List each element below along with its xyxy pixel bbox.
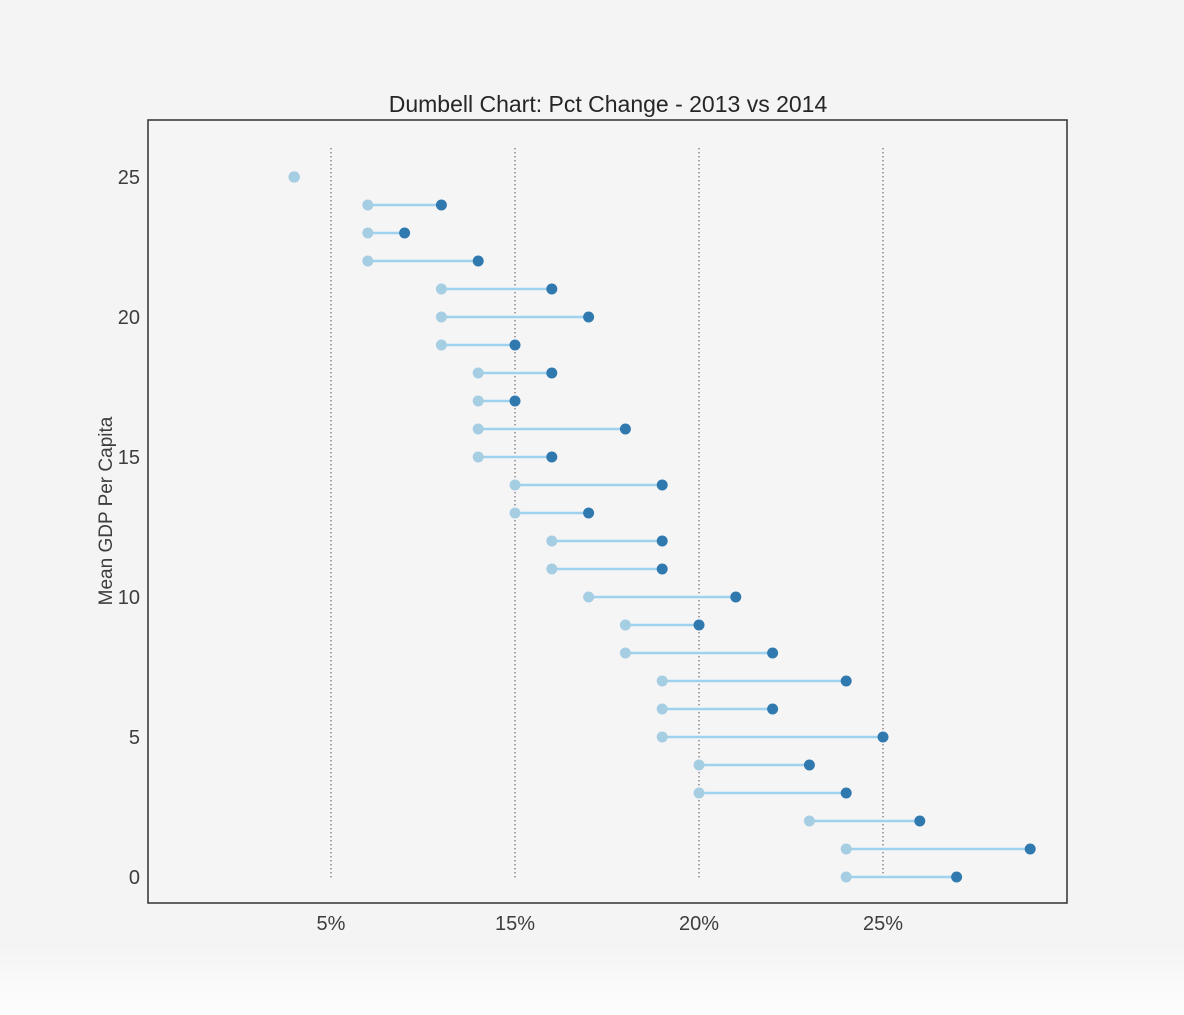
dot-2013 [693, 759, 705, 771]
dumbbell-rows [288, 171, 1036, 883]
dot-2014 [583, 311, 595, 323]
y-tick-label: 15 [118, 447, 140, 469]
dumbbell-row [509, 479, 668, 491]
chart-title: Dumbell Chart: Pct Change - 2013 vs 2014 [389, 91, 828, 117]
dumbbell-row [472, 451, 558, 463]
dot-2014 [840, 787, 852, 799]
dot-2014 [656, 535, 668, 547]
dumbbell-row [656, 675, 852, 687]
dot-2014 [435, 199, 447, 211]
dot-2014 [546, 283, 558, 295]
dot-2013 [656, 703, 668, 715]
x-axis-tick-labels: 5% 15% 20% 25% [317, 913, 904, 935]
dumbbell-row [656, 731, 889, 743]
dot-2014 [656, 563, 668, 575]
x-tick-label: 20% [679, 913, 719, 935]
dot-2013 [472, 423, 484, 435]
dot-2014 [767, 647, 779, 659]
dot-2013 [362, 227, 374, 239]
dumbbell-row [693, 759, 815, 771]
x-tick-label: 5% [317, 913, 346, 935]
dot-2014 [472, 255, 484, 267]
dot-2014 [399, 227, 411, 239]
dot-2013 [803, 815, 815, 827]
dot-2013 [840, 843, 852, 855]
x-tick-label: 15% [495, 913, 535, 935]
dumbbell-row [546, 563, 668, 575]
y-tick-label: 10 [118, 587, 140, 609]
dot-2014 [693, 619, 705, 631]
dot-2013 [840, 871, 852, 883]
dot-2014 [840, 675, 852, 687]
dot-2013 [288, 171, 300, 183]
dumbbell-row [546, 535, 668, 547]
dumbbell-row [840, 871, 963, 883]
plot-border [147, 119, 1068, 904]
dumbbell-row [583, 591, 742, 603]
y-axis-label: Mean GDP Per Capita [96, 416, 117, 605]
dumbbell-row [509, 507, 595, 519]
dot-2014 [951, 871, 963, 883]
dot-2013 [435, 283, 447, 295]
dumbbell-row [472, 367, 558, 379]
dot-2013 [362, 255, 374, 267]
dumbbell-row [619, 619, 705, 631]
dot-2013 [435, 339, 447, 351]
y-tick-label: 25 [118, 167, 140, 189]
dumbbell-row [472, 395, 521, 407]
dumbbell-row [693, 787, 852, 799]
dot-2013 [546, 535, 558, 547]
dot-2014 [914, 815, 926, 827]
dumbbell-row [362, 227, 411, 239]
dot-2013 [509, 479, 521, 491]
dot-2013 [656, 675, 668, 687]
dumbbell-row [435, 339, 521, 351]
plot-area [148, 120, 1067, 903]
dot-2014 [767, 703, 779, 715]
dot-2013 [435, 311, 447, 323]
dumbbell-row [619, 647, 779, 659]
dumbbell-row [840, 843, 1036, 855]
dumbbell-row [288, 171, 300, 183]
y-tick-label: 5 [129, 727, 140, 749]
dot-2014 [656, 479, 668, 491]
dot-2013 [693, 787, 705, 799]
dot-2014 [619, 423, 631, 435]
dot-2013 [472, 395, 484, 407]
dumbbell-row [472, 423, 631, 435]
dot-2014 [509, 339, 521, 351]
dot-2014 [509, 395, 521, 407]
dot-2014 [583, 507, 595, 519]
dot-2013 [509, 507, 521, 519]
dot-2013 [472, 367, 484, 379]
dumbbell-row [362, 199, 447, 211]
dot-2014 [877, 731, 889, 743]
dumbbell-row [803, 815, 926, 827]
dot-2014 [546, 451, 558, 463]
dot-2014 [546, 367, 558, 379]
y-tick-label: 20 [118, 307, 140, 329]
dot-2014 [1024, 843, 1036, 855]
dot-2013 [619, 619, 631, 631]
y-axis-tick-labels: 0 5 10 15 20 25 [118, 167, 140, 889]
dot-2013 [619, 647, 631, 659]
dot-2013 [472, 451, 484, 463]
dumbbell-row [435, 283, 558, 295]
dumbbell-row [656, 703, 779, 715]
dot-2014 [803, 759, 815, 771]
y-tick-label: 0 [129, 867, 140, 889]
dumbbell-row [362, 255, 484, 267]
dot-2013 [362, 199, 374, 211]
dot-2013 [656, 731, 668, 743]
x-tick-label: 25% [863, 913, 903, 935]
dot-2013 [583, 591, 595, 603]
dot-2013 [546, 563, 558, 575]
dumbbell-row [435, 311, 595, 323]
dot-2014 [730, 591, 742, 603]
